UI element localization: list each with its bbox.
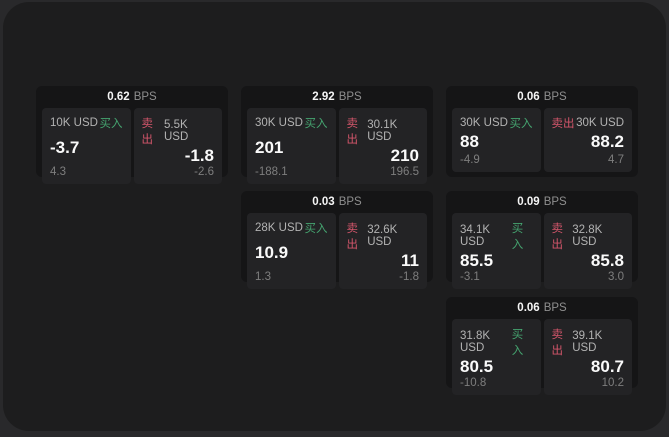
quote-card: 0.06 BPS 31.8K USD 买入 80.5 -10.8 卖出 39.1… xyxy=(446,297,638,395)
bps-unit: BPS xyxy=(133,91,157,103)
sell-panel[interactable]: 卖出 30.1K USD 210 196.5 xyxy=(338,108,427,184)
sell-notional-label: 5.5K USD xyxy=(163,119,189,143)
bps-header: 0.06 BPS xyxy=(446,297,638,319)
buy-price: 201 xyxy=(255,138,284,157)
bps-unit: BPS xyxy=(543,91,567,103)
quote-card: 2.92 BPS 30K USD 买入 201 -188.1 卖出 30.1K … xyxy=(241,86,433,184)
sell-panel[interactable]: 卖出 39.1K USD 80.7 10.2 xyxy=(543,319,632,395)
buy-price: 10.9 xyxy=(255,243,289,262)
bps-header: 0.09 BPS xyxy=(446,191,638,213)
buy-notional-label: 30K USD xyxy=(460,117,508,129)
sell-price: 85.8 xyxy=(590,251,624,270)
sell-panel[interactable]: 卖出 5.5K USD -1.8 -2.6 xyxy=(133,108,222,184)
quote-card: 0.06 BPS 30K USD 买入 88 -4.9 卖出 30K USD 8… xyxy=(446,86,638,177)
app-window: 0.62 BPS 10K USD 买入 -3.7 4.3 卖出 5.5K USD… xyxy=(3,2,666,431)
bps-unit: BPS xyxy=(338,91,362,103)
buy-notional-label: 30K USD xyxy=(255,117,303,129)
buy-price: 80.5 xyxy=(460,357,494,376)
buy-panel[interactable]: 30K USD 买入 201 -188.1 xyxy=(247,108,336,184)
bps-value: 0.03 xyxy=(312,196,335,208)
buy-change: -188.1 xyxy=(255,165,288,178)
buy-change: -3.1 xyxy=(460,270,480,283)
bps-value: 2.92 xyxy=(312,91,335,103)
sell-change: 3.0 xyxy=(608,270,624,283)
quote-card: 0.09 BPS 34.1K USD 买入 85.5 -3.1 卖出 32.8K… xyxy=(446,191,638,289)
sell-change: 10.2 xyxy=(601,376,624,389)
bps-header: 0.03 BPS xyxy=(241,191,433,213)
sell-side-label: 卖出 xyxy=(551,223,564,251)
sell-change: 4.7 xyxy=(608,154,624,166)
buy-side-label: 买入 xyxy=(304,118,328,130)
sell-price: 11 xyxy=(401,251,419,270)
buy-panel[interactable]: 31.8K USD 买入 80.5 -10.8 xyxy=(452,319,541,395)
sell-side-label: 卖出 xyxy=(346,118,359,146)
sell-price: 88.2 xyxy=(590,132,624,152)
buy-panel[interactable]: 10K USD 买入 -3.7 4.3 xyxy=(42,108,131,184)
buy-side-label: 买入 xyxy=(99,118,123,130)
sell-notional-label: 32.8K USD xyxy=(572,224,603,248)
buy-side-label: 买入 xyxy=(304,223,328,235)
bps-unit: BPS xyxy=(543,196,567,208)
sell-panel[interactable]: 卖出 32.8K USD 85.8 3.0 xyxy=(543,213,632,289)
sell-side-label: 卖出 xyxy=(551,118,575,130)
sell-panel[interactable]: 卖出 30K USD 88.2 4.7 xyxy=(543,108,632,172)
sell-change: 196.5 xyxy=(390,165,419,178)
sell-side-label: 卖出 xyxy=(346,223,359,251)
bps-header: 2.92 BPS xyxy=(241,86,433,108)
sell-panel[interactable]: 卖出 32.6K USD 11 -1.8 xyxy=(338,213,427,289)
sell-notional-label: 30.1K USD xyxy=(367,119,398,143)
bps-header: 0.06 BPS xyxy=(446,86,638,108)
bps-value: 0.62 xyxy=(107,91,130,103)
buy-panel[interactable]: 30K USD 买入 88 -4.9 xyxy=(452,108,541,172)
buy-notional-label: 31.8K USD xyxy=(460,330,491,354)
sell-price: -1.8 xyxy=(184,146,214,165)
buy-side-label: 买入 xyxy=(511,223,524,251)
buy-price: 85.5 xyxy=(460,251,494,270)
buy-side-label: 买入 xyxy=(509,118,533,130)
bps-value: 0.06 xyxy=(517,91,540,103)
buy-price: 88 xyxy=(460,132,479,152)
quote-card: 0.03 BPS 28K USD 买入 10.9 1.3 卖出 32.6K US… xyxy=(241,191,433,289)
sell-change: -2.6 xyxy=(194,165,214,178)
buy-notional-label: 28K USD xyxy=(255,222,303,234)
buy-notional-label: 34.1K USD xyxy=(460,224,491,248)
sell-notional-label: 32.6K USD xyxy=(367,224,398,248)
buy-change: 1.3 xyxy=(255,270,271,283)
bps-header: 0.62 BPS xyxy=(36,86,228,108)
sell-notional-label: 30K USD xyxy=(576,117,624,129)
sell-side-label: 卖出 xyxy=(551,329,564,357)
buy-panel[interactable]: 28K USD 买入 10.9 1.3 xyxy=(247,213,336,289)
buy-change: -4.9 xyxy=(460,154,480,166)
buy-panel[interactable]: 34.1K USD 买入 85.5 -3.1 xyxy=(452,213,541,289)
bps-unit: BPS xyxy=(543,302,567,314)
bps-value: 0.09 xyxy=(517,196,540,208)
sell-price: 210 xyxy=(390,146,419,165)
sell-price: 80.7 xyxy=(590,357,624,376)
buy-change: 4.3 xyxy=(50,165,66,178)
sell-change: -1.8 xyxy=(399,270,419,283)
bps-unit: BPS xyxy=(338,196,362,208)
quote-card: 0.62 BPS 10K USD 买入 -3.7 4.3 卖出 5.5K USD… xyxy=(36,86,228,184)
sell-side-label: 卖出 xyxy=(141,118,154,146)
sell-notional-label: 39.1K USD xyxy=(572,330,603,354)
buy-change: -10.8 xyxy=(460,376,487,389)
bps-value: 0.06 xyxy=(517,302,540,314)
buy-price: -3.7 xyxy=(50,138,80,157)
buy-notional-label: 10K USD xyxy=(50,117,98,129)
buy-side-label: 买入 xyxy=(511,329,524,357)
